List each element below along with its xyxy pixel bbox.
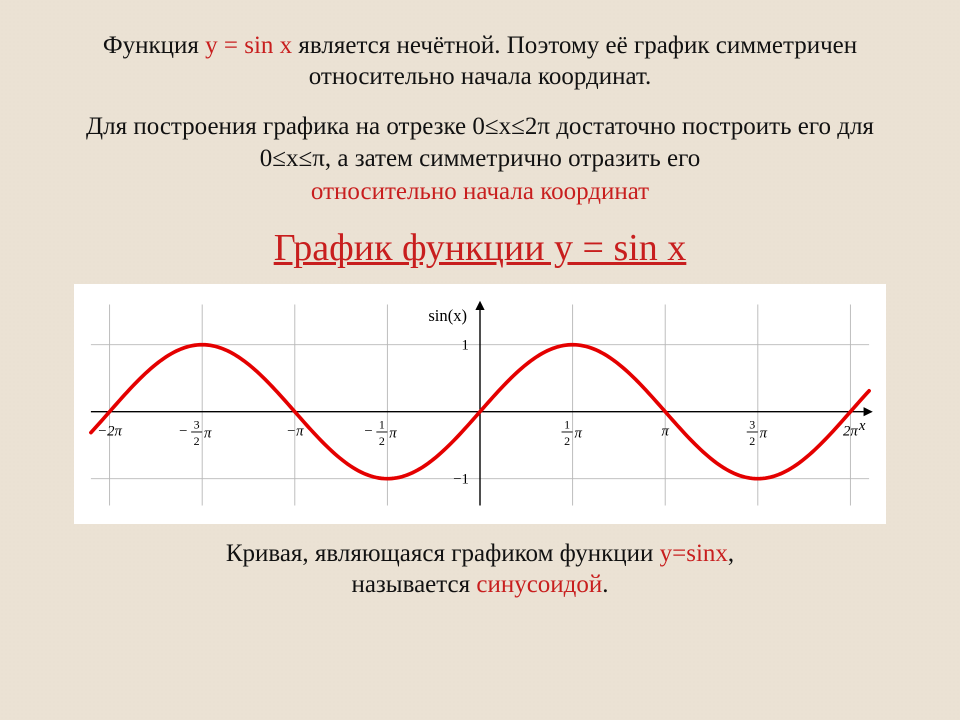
svg-text:2: 2: [194, 434, 200, 448]
cap-2a: называется: [351, 571, 476, 598]
svg-text:2: 2: [564, 434, 570, 448]
svg-text:2: 2: [749, 434, 755, 448]
chart-container: −2π−32π−π−12π12ππ32π2π−11sin(x)x: [74, 284, 886, 524]
svg-text:−: −: [179, 424, 187, 440]
svg-text:sin(x): sin(x): [428, 306, 467, 325]
svg-text:x: x: [858, 418, 866, 434]
p2b: 0≤x≤2π: [472, 113, 550, 140]
svg-text:π: π: [204, 426, 212, 442]
cap-1c: ,: [728, 540, 734, 567]
svg-text:π: π: [389, 426, 397, 442]
cap-2end: .: [602, 571, 608, 598]
svg-text:π: π: [662, 424, 670, 440]
p2d: 0≤x≤π: [260, 145, 325, 172]
p1-pre: Функция: [103, 32, 205, 59]
svg-text:−π: −π: [286, 424, 304, 440]
slide-body: Функция y = sin x является нечётной. Поэ…: [0, 0, 960, 611]
svg-text:2: 2: [379, 434, 385, 448]
chart-title: График функции y = sin x: [40, 226, 920, 270]
caption: Кривая, являющаяся графиком функции y=si…: [120, 538, 840, 601]
cap-2red: синусоидой: [476, 571, 602, 598]
svg-text:−2π: −2π: [97, 424, 122, 440]
paragraph-1: Функция y = sin x является нечётной. Поэ…: [100, 30, 860, 93]
svg-text:2π: 2π: [843, 424, 858, 440]
p2e: , а затем симметрично отразить его: [325, 145, 700, 172]
svg-text:1: 1: [564, 417, 570, 431]
svg-text:π: π: [574, 426, 582, 442]
p1-eq: y = sin x: [205, 32, 292, 59]
svg-text:1: 1: [462, 337, 469, 353]
p1-post: является нечётной. Поэтому её график сим…: [292, 32, 857, 90]
sin-chart: −2π−32π−π−12π12ππ32π2π−11sin(x)x: [78, 290, 882, 520]
svg-text:3: 3: [749, 417, 755, 431]
cap-1a: Кривая, являющаяся графиком функции: [226, 540, 660, 567]
svg-text:1: 1: [379, 417, 385, 431]
svg-text:3: 3: [194, 417, 200, 431]
p2-red: относительно начала координат: [311, 178, 649, 205]
svg-text:−1: −1: [453, 471, 469, 487]
cap-1b: y=sinx: [660, 540, 728, 567]
svg-text:π: π: [760, 426, 768, 442]
p2c: достаточно построить его для: [550, 113, 874, 140]
p2a: Для построения графика на отрезке: [86, 113, 472, 140]
paragraph-2: Для построения графика на отрезке 0≤x≤2π…: [80, 111, 880, 209]
svg-text:−: −: [364, 424, 372, 440]
